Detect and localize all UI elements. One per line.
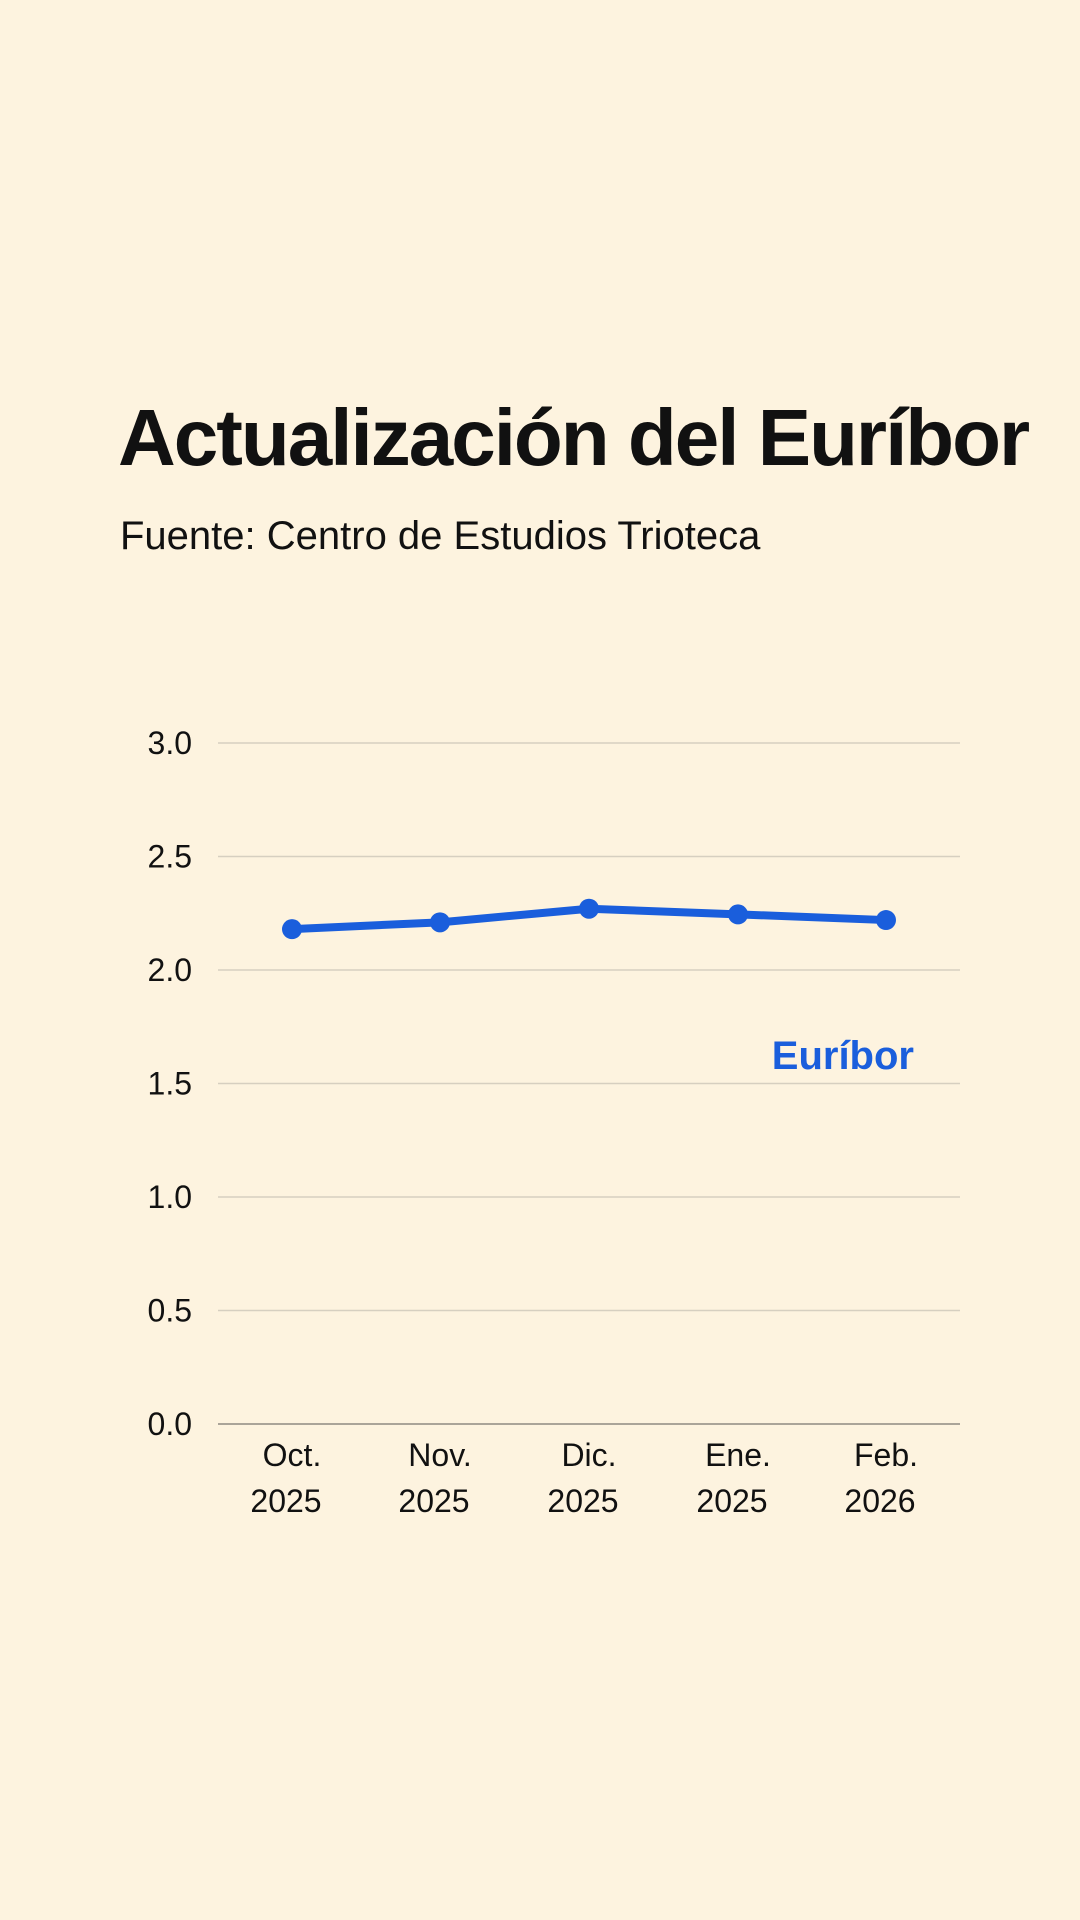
- x-tick-label-year: 2026: [844, 1483, 915, 1519]
- y-tick-label: 2.0: [148, 952, 192, 988]
- y-tick-label: 2.5: [148, 839, 192, 875]
- data-point: [430, 912, 450, 933]
- y-tick-label: 0.0: [148, 1406, 192, 1442]
- chart-title: Actualización del Euríbor: [118, 393, 1030, 482]
- x-tick-label-year: 2025: [547, 1483, 618, 1519]
- data-point: [282, 919, 302, 940]
- y-tick-label: 1.0: [148, 1179, 192, 1215]
- series-euribor: Euríbor: [282, 898, 914, 1078]
- x-tick-label-month: Ene.: [705, 1437, 771, 1473]
- data-point: [579, 898, 599, 919]
- chart-subtitle: Fuente: Centro de Estudios Trioteca: [120, 514, 761, 558]
- x-tick-labels: Oct. 2025 Nov. 2025 Dic. 2025 Ene. 2025 Feb. 2026: [250, 1437, 918, 1519]
- x-tick-label-year: 2025: [398, 1483, 469, 1519]
- y-tick-label: 3.0: [148, 725, 192, 761]
- x-tick-label-year: 2025: [250, 1483, 321, 1519]
- x-tick-label-month: Dic.: [561, 1437, 616, 1473]
- y-tick-label: 1.5: [148, 1066, 192, 1102]
- x-tick-label-month: Oct.: [263, 1437, 322, 1473]
- y-tick-labels: 0.0 0.5 1.0 1.5 2.0 2.5 3.0: [148, 725, 192, 1442]
- data-point: [876, 910, 896, 931]
- x-tick-label-month: Feb.: [854, 1437, 918, 1473]
- y-tick-label: 0.5: [148, 1293, 192, 1329]
- grid-lines: [218, 742, 960, 1312]
- x-tick-label-year: 2025: [696, 1483, 767, 1519]
- data-point: [728, 904, 748, 925]
- series-label: Euríbor: [772, 1034, 914, 1078]
- x-tick-label-month: Nov.: [408, 1437, 471, 1473]
